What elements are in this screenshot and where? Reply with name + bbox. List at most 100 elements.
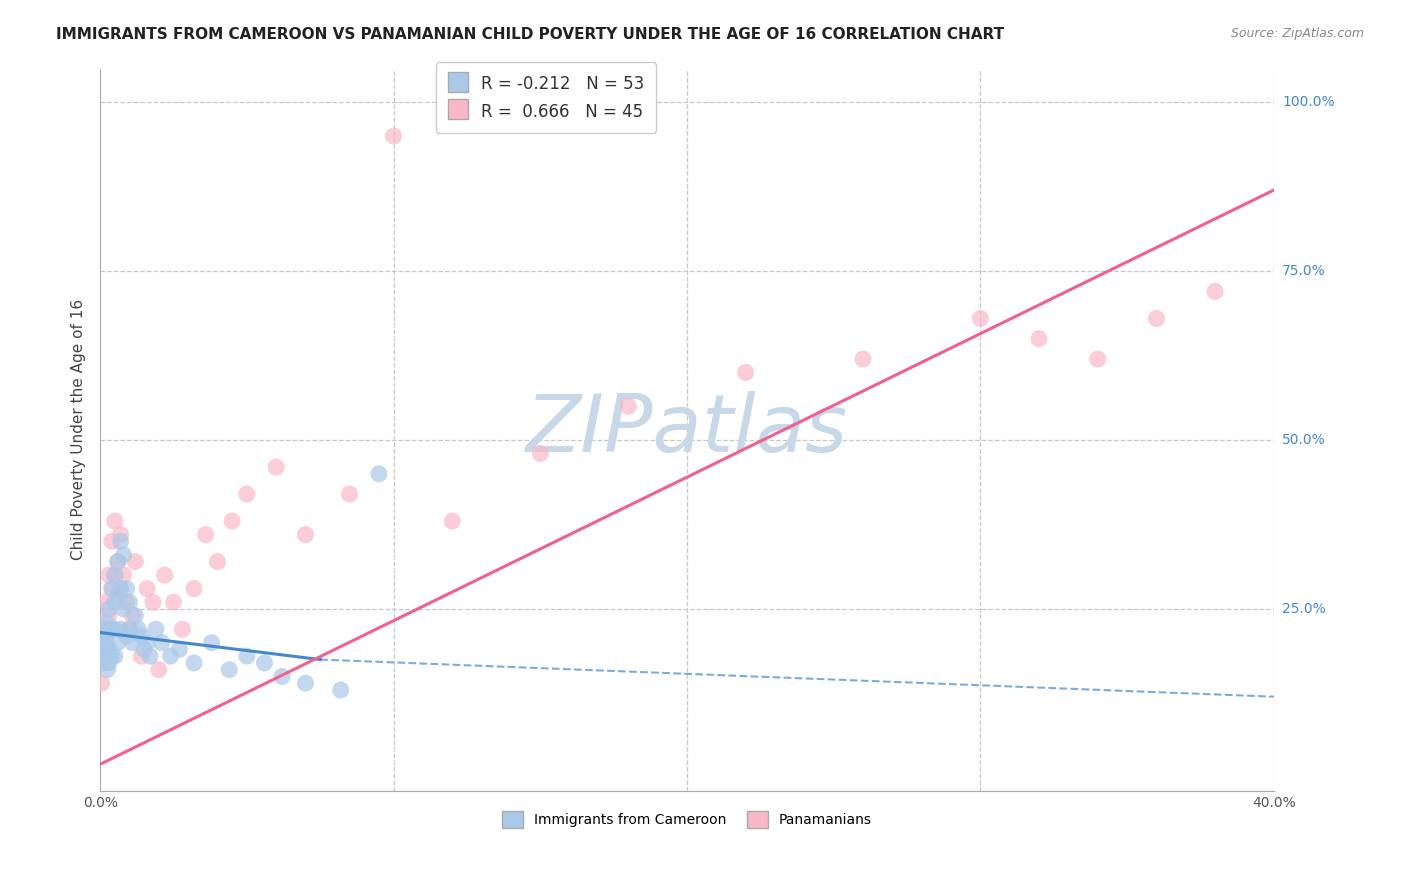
Point <box>218 663 240 677</box>
Text: 25.0%: 25.0% <box>1282 602 1326 615</box>
Point <box>264 460 287 475</box>
Point <box>142 595 165 609</box>
Point <box>96 663 118 677</box>
Point <box>104 595 127 609</box>
Point <box>129 629 152 643</box>
Point <box>90 649 112 664</box>
Y-axis label: Child Poverty Under the Age of 16: Child Poverty Under the Age of 16 <box>72 300 86 560</box>
Point <box>1144 311 1167 326</box>
Point <box>121 608 143 623</box>
Point <box>253 656 276 670</box>
Point <box>183 656 205 670</box>
Point <box>94 595 117 609</box>
Point <box>93 622 115 636</box>
Point <box>1204 285 1226 299</box>
Point <box>194 527 217 541</box>
Point <box>93 656 115 670</box>
Point <box>112 602 135 616</box>
Point <box>91 622 114 636</box>
Point <box>172 622 194 636</box>
Point <box>969 311 991 326</box>
Point <box>94 649 117 664</box>
Point <box>97 568 120 582</box>
Point <box>148 663 170 677</box>
Point <box>617 399 640 413</box>
Point <box>110 582 132 596</box>
Point <box>104 514 127 528</box>
Point <box>107 555 129 569</box>
Point <box>118 622 141 636</box>
Point <box>118 595 141 609</box>
Point <box>134 642 156 657</box>
Point <box>110 534 132 549</box>
Point <box>101 622 124 636</box>
Point <box>329 682 352 697</box>
Point <box>201 635 224 649</box>
Point <box>1087 351 1109 366</box>
Point <box>97 656 120 670</box>
Point <box>382 129 405 144</box>
Point <box>145 622 167 636</box>
Text: 100.0%: 100.0% <box>1282 95 1334 110</box>
Text: Source: ZipAtlas.com: Source: ZipAtlas.com <box>1230 27 1364 40</box>
Point <box>107 588 129 602</box>
Point <box>136 582 159 596</box>
Text: IMMIGRANTS FROM CAMEROON VS PANAMANIAN CHILD POVERTY UNDER THE AGE OF 16 CORRELA: IMMIGRANTS FROM CAMEROON VS PANAMANIAN C… <box>56 27 1004 42</box>
Point <box>159 649 181 664</box>
Point <box>104 649 127 664</box>
Point <box>107 635 129 649</box>
Point <box>236 649 259 664</box>
Point <box>115 582 138 596</box>
Point <box>150 635 173 649</box>
Point <box>97 622 120 636</box>
Point <box>101 582 124 596</box>
Point <box>124 608 146 623</box>
Point <box>91 649 114 664</box>
Point <box>97 608 120 623</box>
Point <box>93 629 115 643</box>
Point <box>1028 332 1050 346</box>
Point <box>97 642 120 657</box>
Point <box>136 635 159 649</box>
Point <box>110 582 132 596</box>
Point <box>852 351 875 366</box>
Point <box>104 622 127 636</box>
Point <box>107 555 129 569</box>
Point <box>169 642 191 657</box>
Point <box>183 582 205 596</box>
Point <box>112 548 135 562</box>
Point <box>367 467 389 481</box>
Point <box>734 366 756 380</box>
Point <box>153 568 176 582</box>
Text: 50.0%: 50.0% <box>1282 433 1326 447</box>
Point <box>221 514 243 528</box>
Point <box>294 676 316 690</box>
Point <box>91 642 114 657</box>
Point <box>101 582 124 596</box>
Text: 75.0%: 75.0% <box>1282 264 1326 278</box>
Point <box>91 635 114 649</box>
Point <box>124 555 146 569</box>
Point <box>236 487 259 501</box>
Point <box>441 514 464 528</box>
Point <box>529 446 551 460</box>
Point <box>104 568 127 582</box>
Point <box>97 602 120 616</box>
Point <box>118 622 141 636</box>
Point <box>162 595 184 609</box>
Point <box>90 676 112 690</box>
Point <box>207 555 229 569</box>
Point <box>101 649 124 664</box>
Point <box>271 669 294 683</box>
Point <box>115 595 138 609</box>
Point <box>104 568 127 582</box>
Point <box>94 635 117 649</box>
Point <box>129 649 152 664</box>
Point <box>112 568 135 582</box>
Point <box>115 629 138 643</box>
Point <box>110 622 132 636</box>
Point <box>294 527 316 541</box>
Point <box>94 635 117 649</box>
Point <box>110 527 132 541</box>
Point <box>94 615 117 630</box>
